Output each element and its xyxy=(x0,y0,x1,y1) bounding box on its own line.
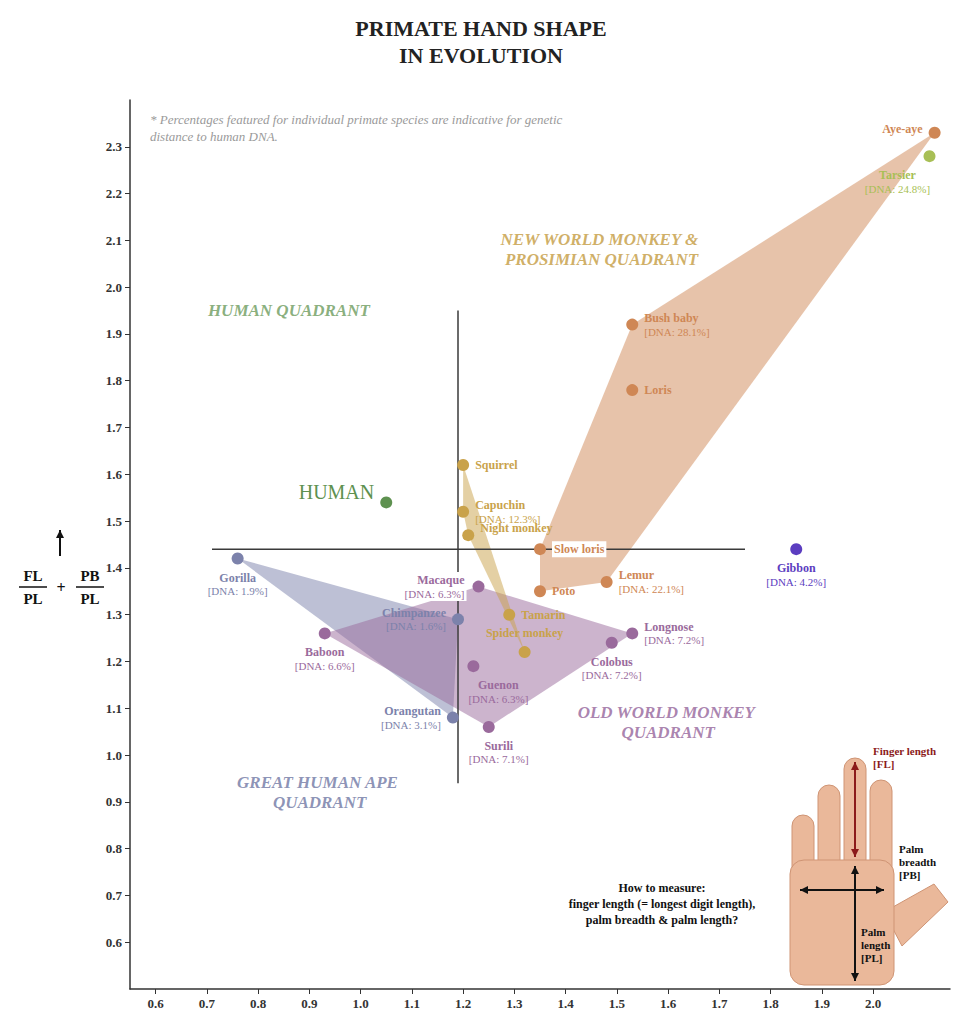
svg-text:PB: PB xyxy=(80,568,99,584)
svg-text:PL: PL xyxy=(80,591,99,607)
svg-text:[DNA: 12.3%]: [DNA: 12.3%] xyxy=(475,512,541,525)
svg-text:0.7: 0.7 xyxy=(106,888,123,903)
svg-text:IN EVOLUTION: IN EVOLUTION xyxy=(399,43,563,68)
svg-text:distance to human DNA.: distance to human DNA. xyxy=(150,129,278,144)
svg-text:1.3: 1.3 xyxy=(506,996,523,1011)
svg-text:[DNA: 7.2%]: [DNA: 7.2%] xyxy=(582,669,642,681)
svg-text:1.6: 1.6 xyxy=(660,996,677,1011)
svg-text:QUADRANT: QUADRANT xyxy=(273,793,367,812)
svg-text:[DNA: 22.1%]: [DNA: 22.1%] xyxy=(619,583,684,595)
svg-text:Tarsier: Tarsier xyxy=(879,168,917,182)
svg-text:Palm: Palm xyxy=(861,926,888,938)
svg-text:1.5: 1.5 xyxy=(609,996,626,1011)
svg-text:GREAT HUMAN APE: GREAT HUMAN APE xyxy=(237,773,402,792)
svg-text:HUMAN: HUMAN xyxy=(299,481,375,503)
svg-text:OLD WORLD MONKEY: OLD WORLD MONKEY xyxy=(578,703,759,722)
svg-text:1.4: 1.4 xyxy=(106,560,123,575)
svg-text:How to measure:: How to measure: xyxy=(618,881,705,895)
svg-text:Surili: Surili xyxy=(484,739,513,753)
svg-text:Gibbon: Gibbon xyxy=(777,561,816,575)
svg-text:Tamarin: Tamarin xyxy=(521,608,566,622)
svg-text:Gorilla: Gorilla xyxy=(219,571,256,585)
svg-text:[DNA: 1.6%]: [DNA: 1.6%] xyxy=(386,620,446,632)
svg-text:[DNA: 3.1%]: [DNA: 3.1%] xyxy=(381,719,441,731)
svg-text:Guenon: Guenon xyxy=(478,678,519,692)
svg-text:0.8: 0.8 xyxy=(250,996,267,1011)
svg-text:1.8: 1.8 xyxy=(106,373,123,388)
svg-text:1.0: 1.0 xyxy=(353,996,369,1011)
svg-text:1.2: 1.2 xyxy=(106,654,122,669)
svg-text:1.7: 1.7 xyxy=(106,420,123,435)
svg-text:[DNA: 1.9%]: [DNA: 1.9%] xyxy=(208,585,268,597)
svg-text:2.2: 2.2 xyxy=(106,186,122,201)
svg-text:2.1: 2.1 xyxy=(106,233,122,248)
svg-text:NEW WORLD MONKEY &: NEW WORLD MONKEY & xyxy=(500,230,703,249)
svg-text:finger length (= longest digit: finger length (= longest digit length), xyxy=(569,897,756,911)
svg-text:Longnose: Longnose xyxy=(644,620,694,634)
svg-text:[DNA: 28.1%]: [DNA: 28.1%] xyxy=(644,326,709,338)
svg-text:PROSIMIAN QUADRANT: PROSIMIAN QUADRANT xyxy=(504,250,699,269)
svg-text:Aye-aye: Aye-aye xyxy=(882,122,923,136)
svg-text:Poto: Poto xyxy=(552,584,575,598)
svg-text:1.3: 1.3 xyxy=(106,607,123,622)
svg-text:Spider monkey: Spider monkey xyxy=(486,626,563,640)
svg-text:[DNA: 4.2%]: [DNA: 4.2%] xyxy=(766,576,826,588)
svg-text:1.2: 1.2 xyxy=(455,996,471,1011)
svg-text:+: + xyxy=(56,579,65,596)
svg-text:1.9: 1.9 xyxy=(106,326,123,341)
svg-text:[DNA: 24.8%]: [DNA: 24.8%] xyxy=(865,183,930,195)
svg-text:2.0: 2.0 xyxy=(865,996,881,1011)
svg-text:0.9: 0.9 xyxy=(301,996,318,1011)
svg-text:1.7: 1.7 xyxy=(711,996,728,1011)
svg-text:length: length xyxy=(861,939,893,951)
svg-text:0.6: 0.6 xyxy=(106,935,123,950)
svg-text:PRIMATE HAND SHAPE: PRIMATE HAND SHAPE xyxy=(355,16,606,41)
svg-text:Macaque: Macaque xyxy=(417,573,465,587)
svg-text:FL: FL xyxy=(23,568,42,584)
svg-text:0.7: 0.7 xyxy=(199,996,216,1011)
svg-text:1.1: 1.1 xyxy=(404,996,420,1011)
svg-text:PL: PL xyxy=(23,591,42,607)
svg-text:Night monkey: Night monkey xyxy=(480,521,552,535)
svg-text:[DNA: 6.3%]: [DNA: 6.3%] xyxy=(405,588,465,600)
svg-text:Capuchin: Capuchin xyxy=(475,498,525,512)
svg-text:[DNA: 6.3%]: [DNA: 6.3%] xyxy=(468,693,528,705)
svg-text:Finger length: Finger length xyxy=(873,745,939,757)
svg-text:1.4: 1.4 xyxy=(558,996,575,1011)
svg-text:[PL]: [PL] xyxy=(861,952,882,964)
svg-text:Lemur: Lemur xyxy=(619,568,655,582)
svg-text:Squirrel: Squirrel xyxy=(475,458,518,472)
svg-text:2.0: 2.0 xyxy=(106,280,122,295)
svg-text:[DNA: 6.6%]: [DNA: 6.6%] xyxy=(295,660,355,672)
svg-text:Chimpanzee: Chimpanzee xyxy=(382,606,447,620)
svg-text:Orangutan: Orangutan xyxy=(384,704,441,718)
svg-text:1.1: 1.1 xyxy=(106,701,122,716)
svg-text:Bush baby: Bush baby xyxy=(644,311,698,325)
svg-text:HUMAN QUADRANT: HUMAN QUADRANT xyxy=(207,301,371,320)
svg-text:* Percentages featured for ind: * Percentages featured for individual pr… xyxy=(150,112,566,127)
svg-text:palm breadth & palm length?: palm breadth & palm length? xyxy=(586,913,738,927)
svg-text:1.6: 1.6 xyxy=(106,467,123,482)
svg-text:[DNA: 7.2%]: [DNA: 7.2%] xyxy=(644,634,704,646)
svg-text:Baboon: Baboon xyxy=(305,645,345,659)
svg-text:1.0: 1.0 xyxy=(106,748,122,763)
svg-text:1.9: 1.9 xyxy=(814,996,831,1011)
svg-text:1.5: 1.5 xyxy=(106,514,123,529)
svg-text:breadth: breadth xyxy=(899,856,939,868)
svg-text:0.9: 0.9 xyxy=(106,794,123,809)
svg-text:1.8: 1.8 xyxy=(763,996,780,1011)
svg-text:Loris: Loris xyxy=(644,383,672,397)
svg-text:2.3: 2.3 xyxy=(106,139,123,154)
svg-text:[DNA: 7.1%]: [DNA: 7.1%] xyxy=(469,753,529,765)
svg-text:[PB]: [PB] xyxy=(899,869,920,881)
svg-text:Slow loris: Slow loris xyxy=(554,542,605,556)
svg-text:QUADRANT: QUADRANT xyxy=(621,723,715,742)
svg-text:Palm: Palm xyxy=(899,843,926,855)
svg-text:Colobus: Colobus xyxy=(591,655,633,669)
svg-text:0.6: 0.6 xyxy=(148,996,165,1011)
svg-text:0.8: 0.8 xyxy=(106,841,123,856)
svg-text:[FL]: [FL] xyxy=(873,758,894,770)
